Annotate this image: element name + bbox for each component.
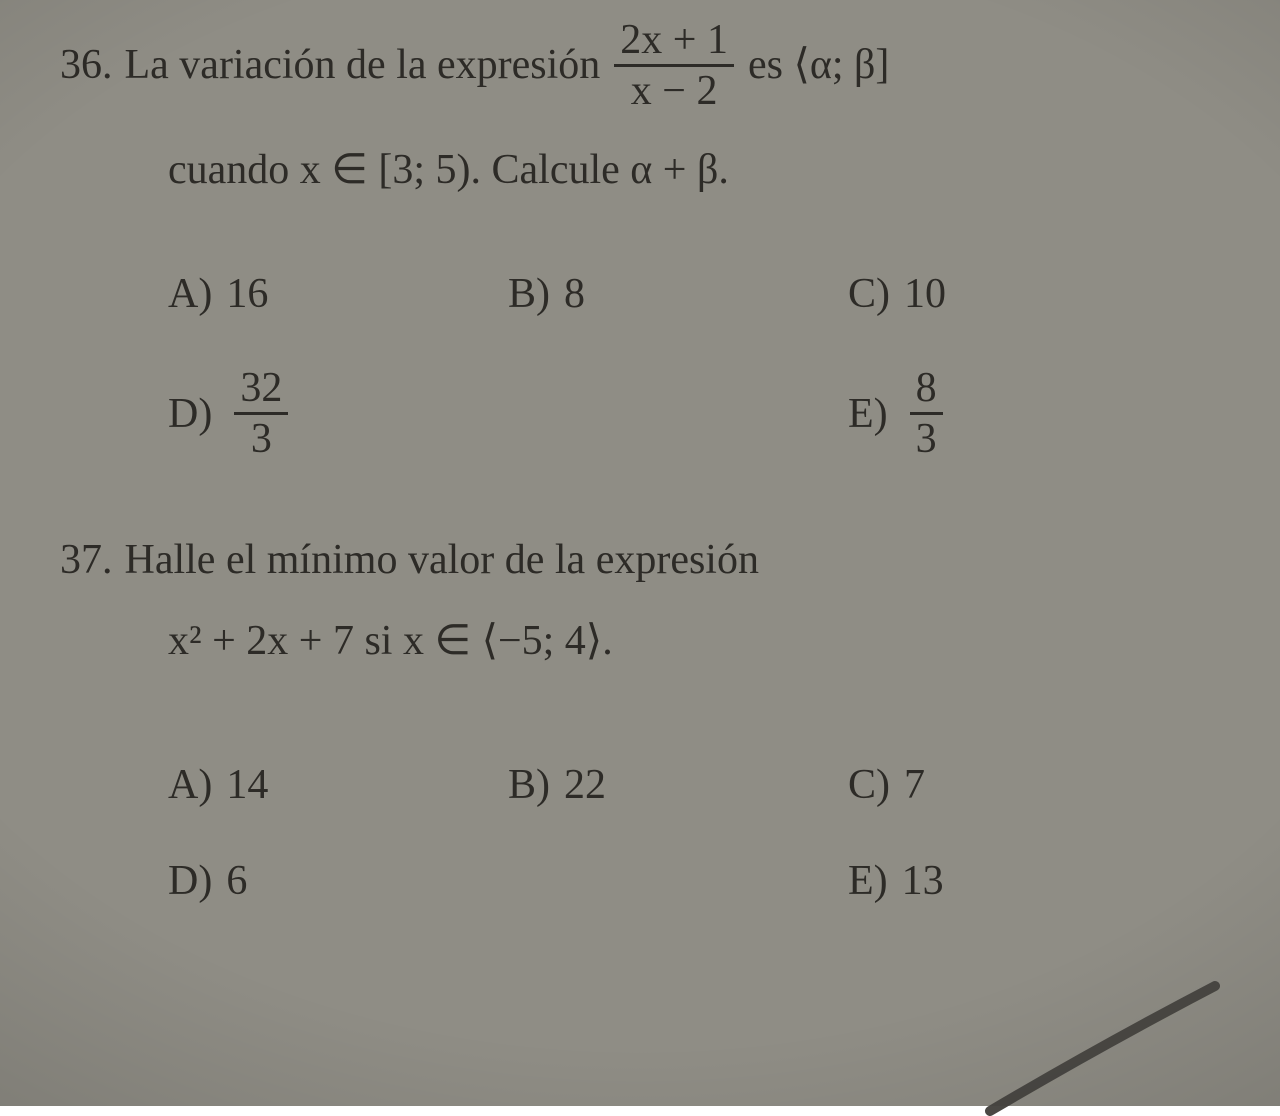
frac-den: 3 xyxy=(245,415,278,461)
q36-stem-line2: cuando x ∈ [3; 5). Calcule α + β. xyxy=(168,141,1250,200)
q37-stem-line2: x² + 2x + 7 si x ∈ ⟨−5; 4⟩. xyxy=(168,612,1250,671)
q36-stem-part2: es ⟨α; β] xyxy=(748,36,889,95)
choice-value: 22 xyxy=(564,761,606,809)
choice-label: D) xyxy=(168,390,212,438)
choice-value: 16 xyxy=(226,270,268,318)
q37-stem-line1: 37. Halle el mínimo valor de la expresió… xyxy=(60,531,1250,590)
choice-label: E) xyxy=(848,857,888,905)
choice-value: 7 xyxy=(904,761,925,809)
q36-stem-line2-text: cuando x ∈ [3; 5). Calcule α + β. xyxy=(168,141,729,200)
q36-choice-C[interactable]: C) 10 xyxy=(848,270,1188,318)
choice-label: A) xyxy=(168,270,212,318)
frac-den: 3 xyxy=(910,415,943,461)
choice-value: 6 xyxy=(226,857,247,905)
q37-choice-row-2: D) 6 E) 13 xyxy=(168,857,1250,905)
q36-frac-den: x − 2 xyxy=(625,67,724,113)
q37-stem-line2-text: x² + 2x + 7 si x ∈ ⟨−5; 4⟩. xyxy=(168,612,613,671)
q37-choice-C[interactable]: C) 7 xyxy=(848,761,1188,809)
q36-frac-num: 2x + 1 xyxy=(614,18,734,64)
q36-choice-B[interactable]: B) 8 xyxy=(508,270,848,318)
q36-choice-D-fraction: 32 3 xyxy=(234,366,288,461)
pen-stroke-icon xyxy=(980,976,1230,1116)
q37-number: 37. xyxy=(60,531,113,590)
q37-choice-D[interactable]: D) 6 xyxy=(168,857,848,905)
frac-num: 32 xyxy=(234,366,288,412)
question-37: 37. Halle el mínimo valor de la expresió… xyxy=(60,531,1250,905)
q36-choice-D[interactable]: D) 32 3 xyxy=(168,366,848,461)
choice-label: E) xyxy=(848,390,888,438)
choice-value: 8 xyxy=(564,270,585,318)
q36-fraction: 2x + 1 x − 2 xyxy=(614,18,734,113)
choice-value: 14 xyxy=(226,761,268,809)
choice-value: 10 xyxy=(904,270,946,318)
choice-label: B) xyxy=(508,270,550,318)
q37-stem-line1-text: Halle el mínimo valor de la expresión xyxy=(125,531,759,590)
q36-stem-part1: La variación de la expresión xyxy=(125,36,601,95)
q37-choice-A[interactable]: A) 14 xyxy=(168,761,508,809)
choice-label: D) xyxy=(168,857,212,905)
choice-label: C) xyxy=(848,761,890,809)
choice-value: 13 xyxy=(902,857,944,905)
q36-choice-E-fraction: 8 3 xyxy=(910,366,943,461)
q36-choice-row-1: A) 16 B) 8 C) 10 xyxy=(168,270,1250,318)
choice-label: A) xyxy=(168,761,212,809)
q37-choice-row-1: A) 14 B) 22 C) 7 xyxy=(168,761,1250,809)
frac-num: 8 xyxy=(910,366,943,412)
q37-choices: A) 14 B) 22 C) 7 D) 6 E) xyxy=(168,761,1250,905)
q37-choice-B[interactable]: B) 22 xyxy=(508,761,848,809)
choice-label: C) xyxy=(848,270,890,318)
page: 36. La variación de la expresión 2x + 1 … xyxy=(0,0,1280,1106)
q36-number: 36. xyxy=(60,36,113,95)
question-36: 36. La variación de la expresión 2x + 1 … xyxy=(60,18,1250,461)
choice-label: B) xyxy=(508,761,550,809)
q36-choices: A) 16 B) 8 C) 10 D) 32 3 xyxy=(168,270,1250,461)
q36-choice-A[interactable]: A) 16 xyxy=(168,270,508,318)
q36-stem-line1: 36. La variación de la expresión 2x + 1 … xyxy=(60,18,1250,113)
q36-choice-E[interactable]: E) 8 3 xyxy=(848,366,1188,461)
q37-choice-E[interactable]: E) 13 xyxy=(848,857,1188,905)
q36-choice-row-2: D) 32 3 E) 8 3 xyxy=(168,366,1250,461)
